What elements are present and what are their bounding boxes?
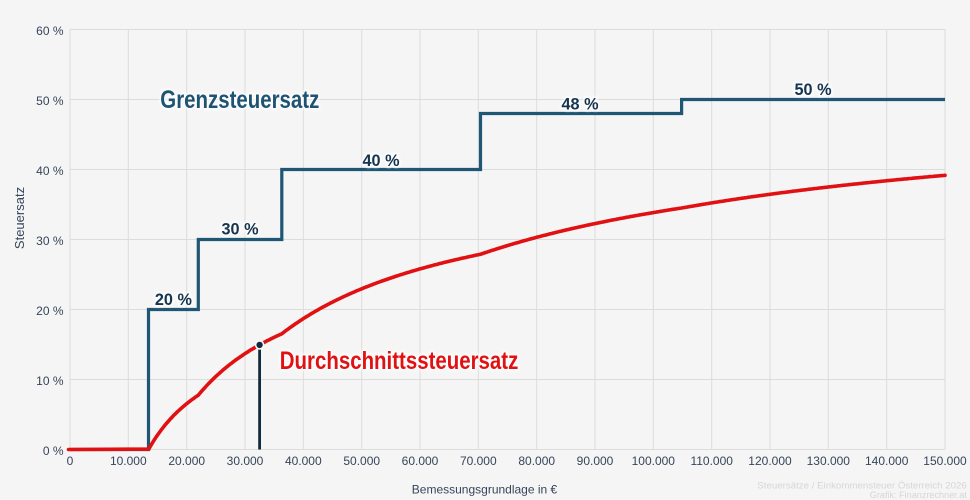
svg-text:70.000: 70.000 [460, 454, 497, 468]
svg-text:Grenzsteuersatz: Grenzsteuersatz [160, 86, 319, 114]
svg-text:20 %: 20 % [36, 304, 64, 318]
svg-text:30.000: 30.000 [227, 454, 264, 468]
svg-text:110.000: 110.000 [690, 454, 733, 468]
svg-text:30 %: 30 % [222, 220, 259, 239]
svg-text:100.000: 100.000 [632, 454, 676, 468]
svg-text:48 %: 48 % [562, 95, 599, 114]
svg-text:140.000: 140.000 [865, 454, 909, 468]
svg-text:40 %: 40 % [36, 164, 64, 178]
svg-text:Steuersätze / Einkommensteuer: Steuersätze / Einkommensteuer Österreich… [757, 481, 967, 492]
svg-text:40.000: 40.000 [285, 454, 322, 468]
svg-text:0: 0 [67, 454, 74, 468]
svg-text:30 %: 30 % [36, 234, 64, 248]
svg-text:120.000: 120.000 [748, 454, 792, 468]
svg-text:50.000: 50.000 [343, 454, 380, 468]
svg-text:20 %: 20 % [155, 290, 192, 309]
svg-text:60 %: 60 % [36, 24, 64, 38]
svg-text:60.000: 60.000 [402, 454, 439, 468]
svg-text:Grenzsteuersatz: Grenzsteuersatz [160, 86, 319, 114]
svg-text:40 %: 40 % [363, 151, 400, 170]
svg-text:Bemessungsgrundlage in €: Bemessungsgrundlage in € [412, 483, 558, 497]
svg-text:10 %: 10 % [36, 374, 64, 388]
svg-text:Grafik: Finanzrechner.at: Grafik: Finanzrechner.at [870, 490, 967, 500]
svg-text:10.000: 10.000 [110, 454, 147, 468]
svg-text:80.000: 80.000 [518, 454, 555, 468]
svg-text:90.000: 90.000 [577, 454, 614, 468]
svg-text:40 %: 40 % [363, 151, 400, 170]
svg-text:20 %: 20 % [155, 290, 192, 309]
svg-text:Durchschnittssteuersatz: Durchschnittssteuersatz [280, 347, 519, 375]
svg-text:130.000: 130.000 [807, 454, 851, 468]
svg-text:150.000: 150.000 [923, 454, 967, 468]
svg-text:50 %: 50 % [36, 94, 64, 108]
svg-text:Durchschnittssteuersatz: Durchschnittssteuersatz [280, 347, 519, 375]
svg-text:48 %: 48 % [562, 95, 599, 114]
svg-text:30 %: 30 % [222, 220, 259, 239]
svg-text:20.000: 20.000 [168, 454, 205, 468]
svg-text:0 %: 0 % [43, 444, 64, 458]
svg-text:Steuersatz: Steuersatz [12, 187, 27, 249]
svg-text:50 %: 50 % [795, 80, 832, 99]
svg-text:50 %: 50 % [795, 80, 832, 99]
